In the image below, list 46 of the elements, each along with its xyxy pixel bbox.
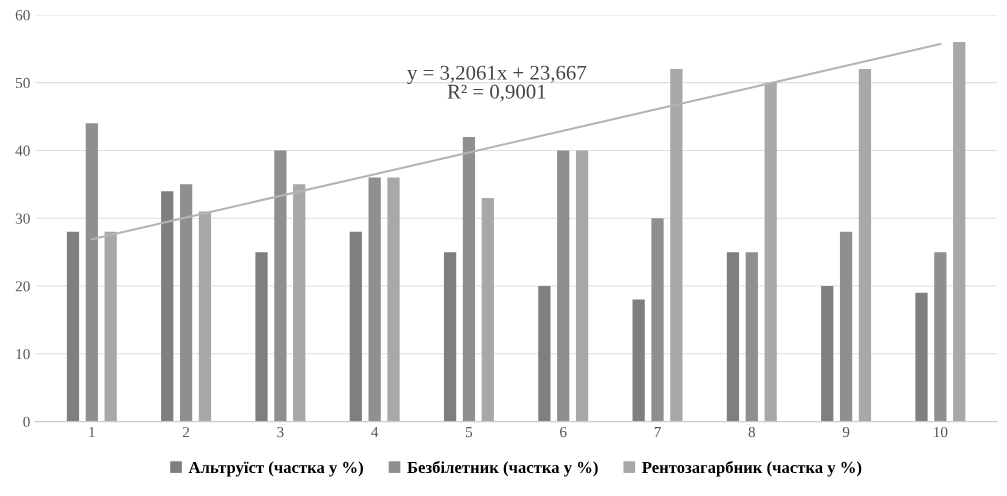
y-tick-label: 10 [16, 348, 30, 360]
bar [85, 123, 98, 422]
y-tick-label: 60 [15, 10, 30, 21]
bar [179, 184, 193, 422]
x-tick-label: 7 [654, 427, 661, 438]
x-tick-label: 3 [277, 426, 284, 438]
x-tick-label: 5 [466, 427, 473, 438]
bar [462, 136, 476, 422]
x-tick-label: 2 [182, 426, 190, 438]
y-tick-label: 30 [15, 213, 30, 224]
y-tick-label: 0 [23, 416, 30, 428]
x-tick-label: 1 [89, 426, 95, 438]
legend-label: Безбілетник (частка у %) [407, 461, 598, 477]
bar [915, 292, 928, 422]
y-tick-label: 50 [15, 77, 30, 89]
bar [538, 286, 551, 422]
x-tick-label: 9 [842, 426, 850, 438]
bar [349, 231, 362, 422]
bar [161, 191, 174, 422]
x-tick-label: 10 [934, 426, 948, 438]
x-tick-label: 4 [371, 427, 379, 438]
bar [651, 218, 664, 422]
bar [632, 299, 645, 422]
x-tick-label: 8 [748, 426, 756, 438]
bar [745, 252, 758, 422]
bar [821, 286, 834, 422]
bar [481, 197, 494, 422]
y-tick-label: 40 [15, 145, 30, 156]
bar [557, 150, 570, 422]
bar [387, 177, 400, 422]
bar [368, 177, 381, 422]
bar [953, 41, 966, 422]
bar [839, 231, 853, 422]
x-tick-label: 6 [560, 426, 567, 438]
bar [726, 252, 740, 422]
bar [274, 150, 287, 422]
bar [443, 252, 457, 422]
bar [66, 231, 80, 422]
annotation: y = 3,2061x + 23,667 R² = 0,9001 [407, 65, 587, 102]
legend-label: Рентозагарбник (частка у %) [642, 461, 862, 477]
legend-label: Альтруїст (частка у %) [188, 461, 363, 477]
bar [858, 69, 872, 422]
y-tick-label: 20 [15, 281, 30, 292]
bar [934, 252, 947, 422]
bar [255, 252, 268, 422]
bar [575, 150, 589, 422]
